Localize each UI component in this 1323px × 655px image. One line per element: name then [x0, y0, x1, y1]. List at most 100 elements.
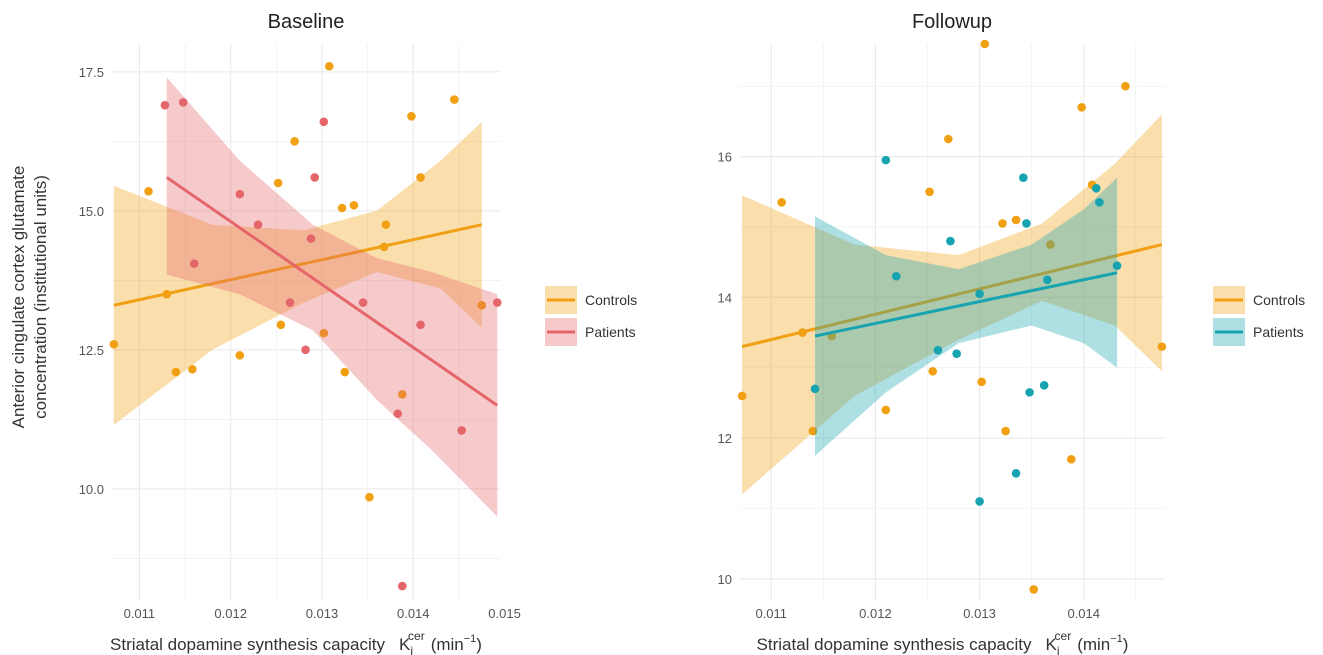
chart-2-y-tick-label: 14 — [718, 290, 732, 305]
chart-2-y-tick-label: 12 — [718, 431, 732, 446]
chart-2-controls-point — [1157, 342, 1167, 351]
chart-2-controls-point — [1121, 81, 1130, 91]
chart-1-x-axis-label-superscript: cer — [408, 629, 425, 643]
chart-2-controls-point — [998, 219, 1007, 228]
chart-2-controls-point — [980, 39, 990, 49]
chart-2-patients-fit-line — [814, 271, 1118, 338]
chart-1-patients-point — [310, 173, 319, 182]
chart-1-controls-fit-line — [113, 223, 483, 307]
chart-1-x-axis-label-unit-close: ) — [476, 635, 482, 654]
chart-2-legend: Controls Patients — [1213, 286, 1305, 346]
chart-1-series-patients — [160, 77, 502, 591]
chart-2-controls-point — [737, 391, 747, 401]
chart-2-panel: 0.011 0.012 0.013 0.014 10 12 14 16 Followup Stri… — [718, 11, 1306, 655]
chart-2-x-axis-label-unit-superscript: −1 — [1110, 633, 1123, 645]
chart-2-controls-point — [1001, 426, 1010, 436]
chart-2-x-tick-label: 0.012 — [859, 606, 892, 621]
chart-1-patients-point — [235, 189, 245, 199]
chart-2-patients-point — [810, 384, 820, 394]
chart-2-controls-confidence-band — [742, 114, 1162, 495]
chart-2-patients-point — [891, 271, 901, 281]
chart-2-controls-point — [808, 426, 818, 436]
chart-2-title: Followup — [912, 11, 992, 33]
chart-1-patients-point — [301, 345, 310, 355]
chart-1-patients-point — [416, 320, 425, 330]
chart-1-series-controls — [109, 61, 487, 502]
chart-panels: 0.011 0.012 0.013 0.014 0.015 10.0 12.5 15.0 17.… — [79, 11, 1305, 655]
chart-2-controls-point — [925, 187, 934, 197]
chart-2-controls-point — [1046, 240, 1055, 249]
chart-1-controls-point — [290, 137, 299, 146]
chart-1-controls-point — [273, 178, 283, 188]
chart-2-x-axis-label-superscript: cer — [1055, 629, 1072, 643]
chart-1-x-axis-label-unit: (min — [431, 635, 464, 654]
chart-1-patients-point — [178, 98, 188, 107]
chart-1-controls-point — [171, 367, 181, 377]
chart-2-patients-point — [881, 155, 891, 165]
chart-2-patients-point — [1011, 469, 1021, 478]
chart-2-patients-point — [1112, 261, 1122, 270]
chart-2-y-tick-label: 10 — [718, 572, 732, 587]
chart-1-patients-point — [358, 298, 368, 307]
chart-2-patients-point — [1022, 219, 1031, 228]
chart-2-controls-point — [1077, 103, 1086, 112]
chart-1-x-axis-label-subscript: i — [410, 644, 413, 655]
chart-1-legend: Controls Patients — [545, 286, 637, 346]
chart-2-patients-point — [1019, 173, 1028, 183]
chart-1-x-tick-label: 0.012 — [214, 606, 247, 621]
chart-1-legend-label-patients: Patients — [585, 324, 636, 340]
chart-1-patients-point — [253, 220, 263, 229]
chart-2-patients-point — [1025, 388, 1034, 397]
chart-2-patients-point — [975, 289, 984, 299]
chart-1-x-tick-label: 0.013 — [306, 606, 339, 621]
chart-2-x-tick-label: 0.013 — [963, 606, 996, 621]
chart-1-patients-point — [319, 117, 329, 127]
chart-2-legend-label-controls: Controls — [1253, 292, 1305, 308]
chart-1-patients-confidence-band — [166, 77, 498, 517]
chart-1-controls-point — [144, 187, 153, 196]
chart-2-patients-point — [1042, 275, 1052, 285]
chart-2-x-axis-label-symbol: K — [1046, 635, 1058, 654]
chart-1-controls-point — [162, 289, 172, 299]
y-axis-label-line-1: Anterior cingulate cortex glutamate — [9, 166, 28, 429]
chart-1-x-tick-label: 0.011 — [124, 606, 156, 621]
chart-2-x-axis-label-unit-close: ) — [1123, 635, 1129, 654]
chart-1-controls-point — [349, 200, 359, 210]
chart-1-controls-confidence-band — [113, 121, 482, 425]
chart-2-patients-point — [946, 236, 955, 246]
chart-2-x-axis-label-text: Striatal dopamine synthesis capacity — [757, 635, 1032, 654]
chart-2-controls-point — [977, 377, 986, 387]
chart-2-controls-point — [777, 198, 786, 207]
chart-1-controls-point — [416, 173, 425, 182]
chart-1-y-tick-label: 15.0 — [79, 204, 104, 219]
chart-1-controls-point — [381, 220, 391, 229]
chart-1-patients-point — [160, 100, 170, 110]
chart-2-x-tick-label: 0.011 — [755, 606, 787, 621]
chart-1-x-axis-label-unit-superscript: −1 — [464, 633, 477, 645]
chart-1-x-axis-label: Striatal dopamine synthesis capacity Kice… — [110, 629, 482, 655]
chart-2-patients-point — [975, 497, 984, 506]
chart-2-patients-point — [952, 349, 961, 358]
chart-2-y-tick-label: 16 — [718, 150, 732, 165]
chart-1-title: Baseline — [268, 11, 345, 33]
chart-1-controls-point — [379, 242, 389, 252]
chart-2-series-patients — [810, 155, 1122, 506]
chart-1-patients-point — [306, 234, 316, 243]
chart-1-y-tick-label: 12.5 — [79, 343, 104, 358]
chart-1-controls-point — [319, 328, 329, 338]
chart-2-controls-point — [1011, 215, 1021, 225]
y-axis-label-line-2: concentration (institutional units) — [31, 175, 50, 419]
chart-1-controls-point — [450, 95, 459, 104]
chart-1-controls-point — [407, 111, 416, 121]
chart-1-legend-label-controls: Controls — [585, 292, 637, 308]
chart-2-x-tick-label: 0.014 — [1067, 606, 1100, 621]
chart-2-controls-point — [798, 328, 807, 337]
chart-2-controls-point — [944, 134, 953, 144]
chart-2-controls-point — [881, 405, 891, 415]
chart-2-controls-point — [928, 366, 938, 376]
chart-1-patients-point — [492, 298, 502, 307]
chart-2-patients-point — [1091, 183, 1101, 193]
chart-1-patients-point — [285, 298, 295, 307]
chart-2-controls-point — [1029, 585, 1039, 594]
